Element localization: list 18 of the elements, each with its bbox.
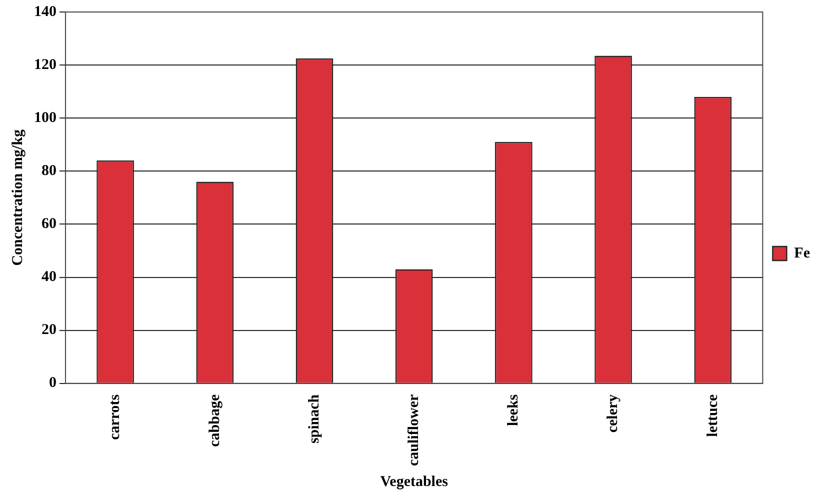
x-tick-label: leeks [506, 394, 522, 426]
legend-label: Fe [794, 245, 810, 262]
y-tick-label: 80 [42, 163, 56, 180]
y-axis-title: Concentration mg/kg [10, 129, 26, 266]
x-tick-label: celery [605, 394, 622, 433]
y-tick-label: 20 [42, 322, 56, 338]
x-tick-label: cabbage [206, 394, 223, 447]
y-tick-label: 120 [34, 56, 56, 73]
y-tick-label: 40 [42, 269, 56, 286]
x-axis-title: Vegetables [380, 474, 448, 490]
y-tick-label: 60 [42, 216, 56, 232]
y-tick-label: 140 [34, 4, 56, 20]
y-tick-label: 0 [49, 375, 56, 392]
x-tick-label: spinach [306, 394, 322, 444]
y-tick-label: 100 [34, 110, 56, 126]
x-tick-label: cauliflower [406, 394, 422, 466]
x-tick-label: lettuce [704, 394, 721, 437]
x-tick-label: carrots [107, 394, 124, 440]
